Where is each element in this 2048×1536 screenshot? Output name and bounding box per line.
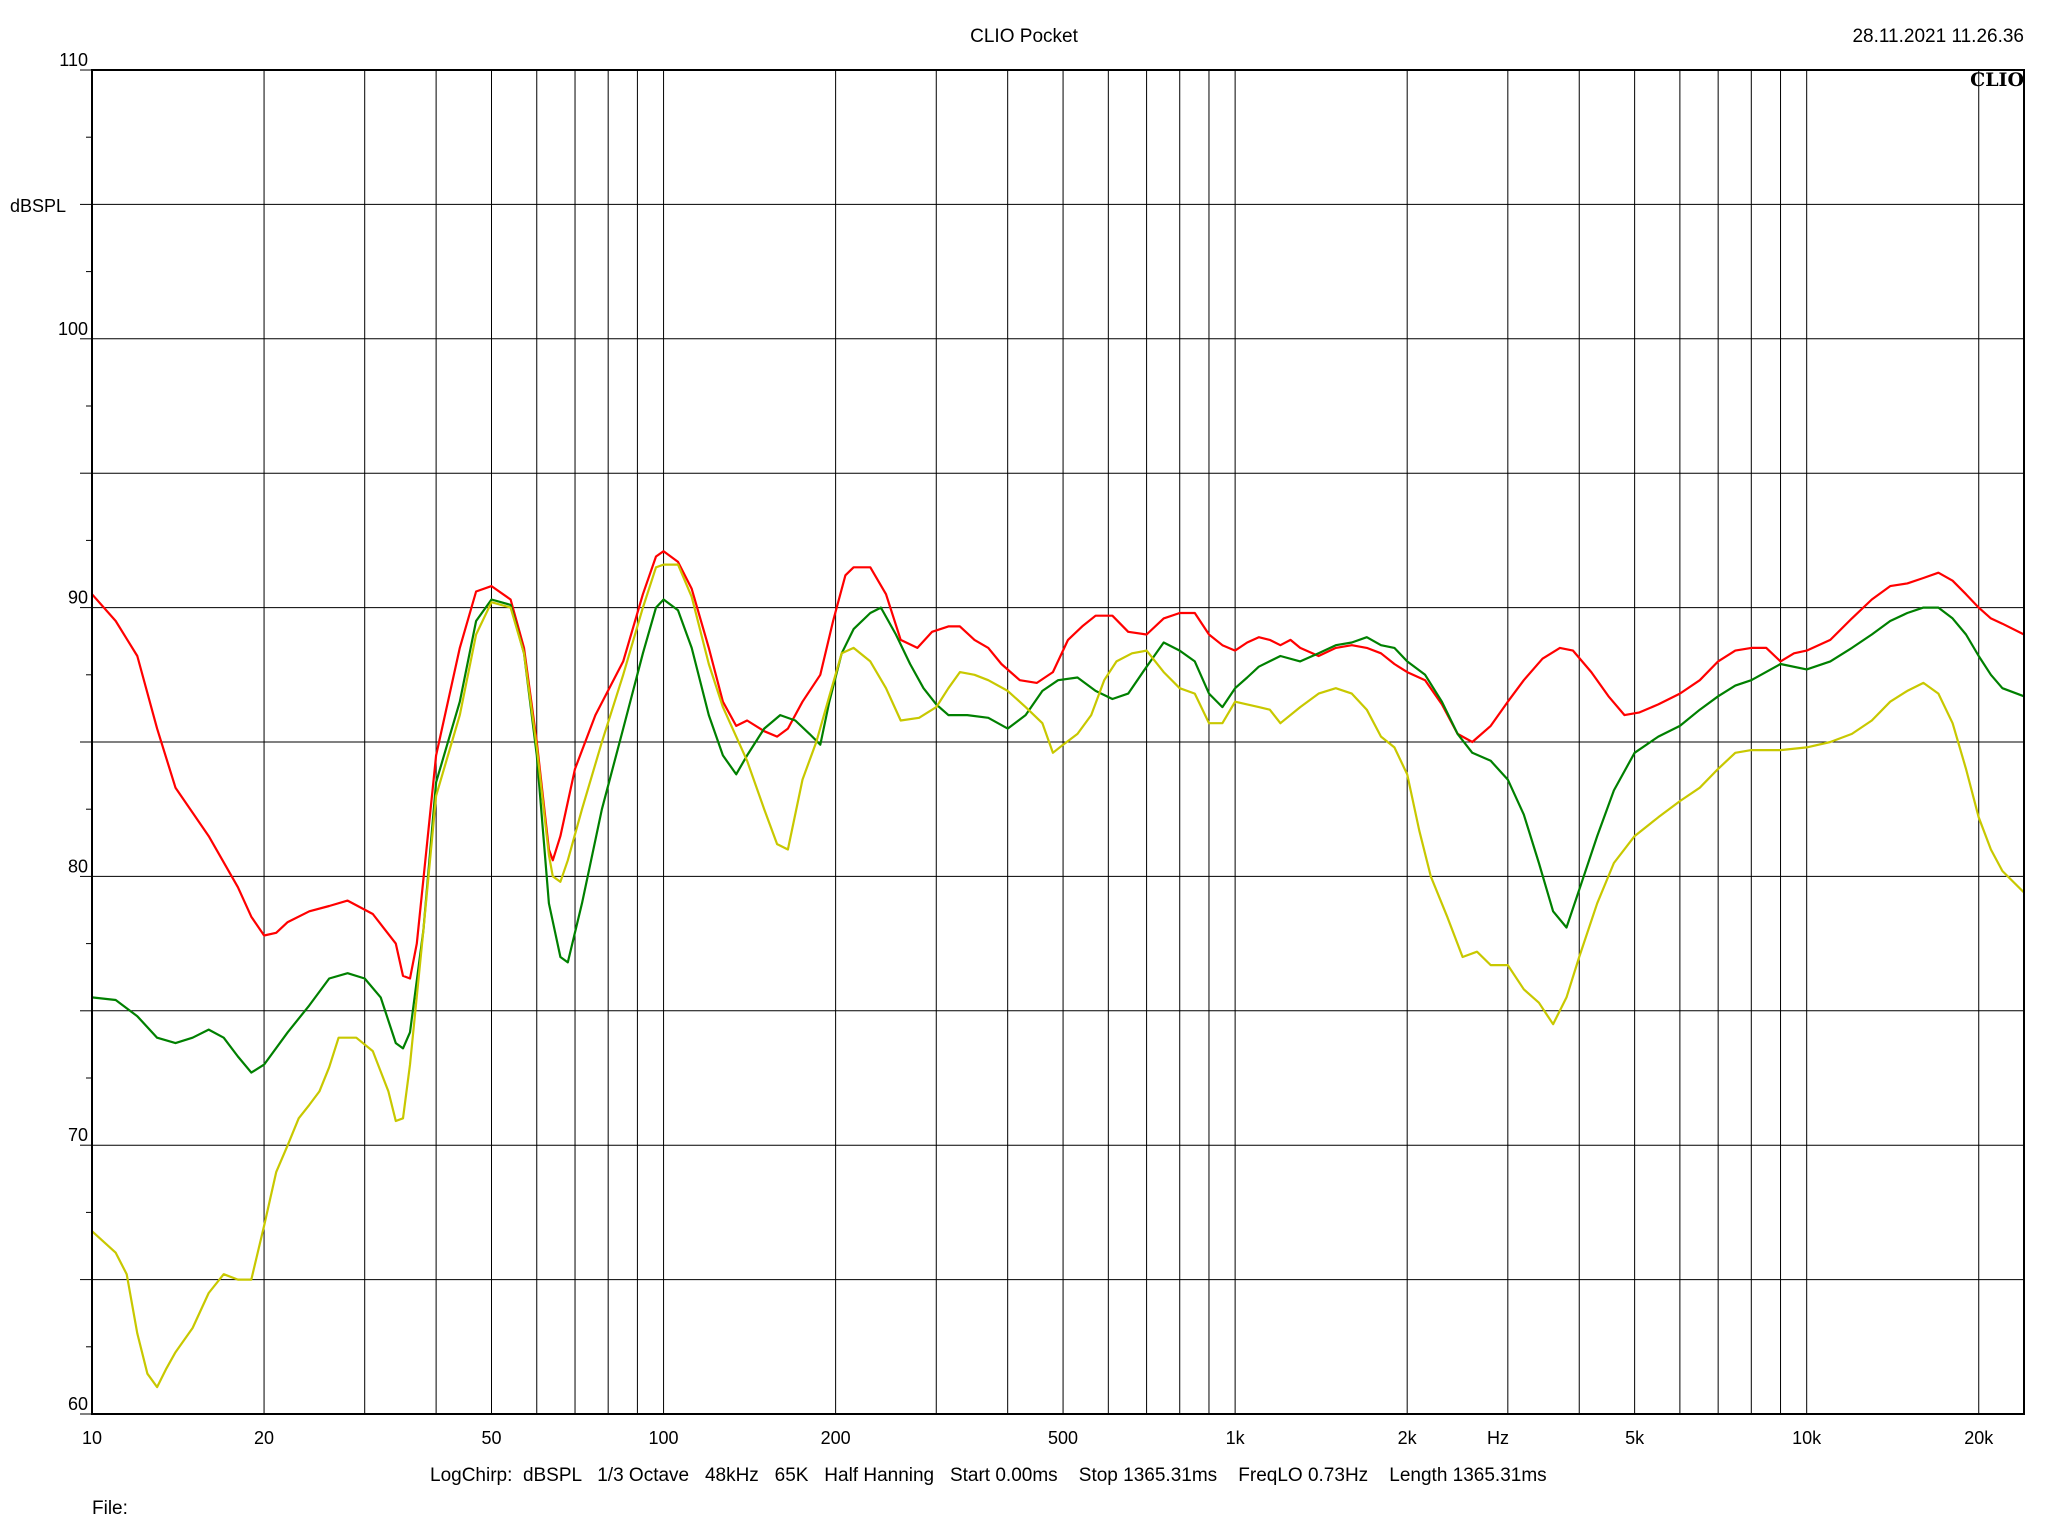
y-tick-label: 110 bbox=[59, 50, 88, 70]
y-tick-label: 60 bbox=[68, 1394, 88, 1414]
x-tick-label: 10k bbox=[1792, 1428, 1822, 1448]
y-tick-label: 100 bbox=[58, 319, 88, 339]
y-tick-label: 70 bbox=[68, 1125, 88, 1145]
x-tick-label: 10 bbox=[82, 1428, 102, 1448]
x-tick-label: 20 bbox=[254, 1428, 274, 1448]
series-line-3 bbox=[91, 563, 2025, 1389]
grid bbox=[92, 70, 2024, 1414]
y-tick-label: 90 bbox=[68, 588, 88, 608]
x-axis-label: Hz bbox=[1487, 1428, 1509, 1448]
x-tick-label: 100 bbox=[649, 1428, 679, 1448]
y-axis-label: dBSPL bbox=[10, 196, 66, 216]
y-tick-label: 80 bbox=[68, 856, 88, 876]
tick-labels: 60 70 80 90 100 110 10 20 50 100 200 500 1k 2k 5k 10k 20… bbox=[58, 50, 1994, 1448]
series-line-2 bbox=[91, 598, 2025, 1074]
measurement-settings: LogChirp: dBSPL 1/3 Octave 48kHz 65K Hal… bbox=[430, 1465, 1547, 1486]
x-tick-label: 1k bbox=[1226, 1428, 1246, 1448]
x-tick-label: 20k bbox=[1964, 1428, 1994, 1448]
chart-title: CLIO Pocket bbox=[970, 26, 1078, 47]
timestamp: 28.11.2021 11.26.36 bbox=[1852, 26, 2024, 47]
file-label: File: bbox=[92, 1498, 128, 1519]
x-tick-label: 50 bbox=[481, 1428, 501, 1448]
x-tick-label: 200 bbox=[821, 1428, 851, 1448]
clio-logo: CLIO bbox=[1970, 69, 2024, 91]
series-line-1 bbox=[91, 550, 2025, 980]
x-tick-label: 500 bbox=[1048, 1428, 1078, 1448]
series-layer bbox=[91, 550, 2025, 1389]
x-tick-label: 2k bbox=[1398, 1428, 1418, 1448]
x-tick-label: 5k bbox=[1625, 1428, 1645, 1448]
